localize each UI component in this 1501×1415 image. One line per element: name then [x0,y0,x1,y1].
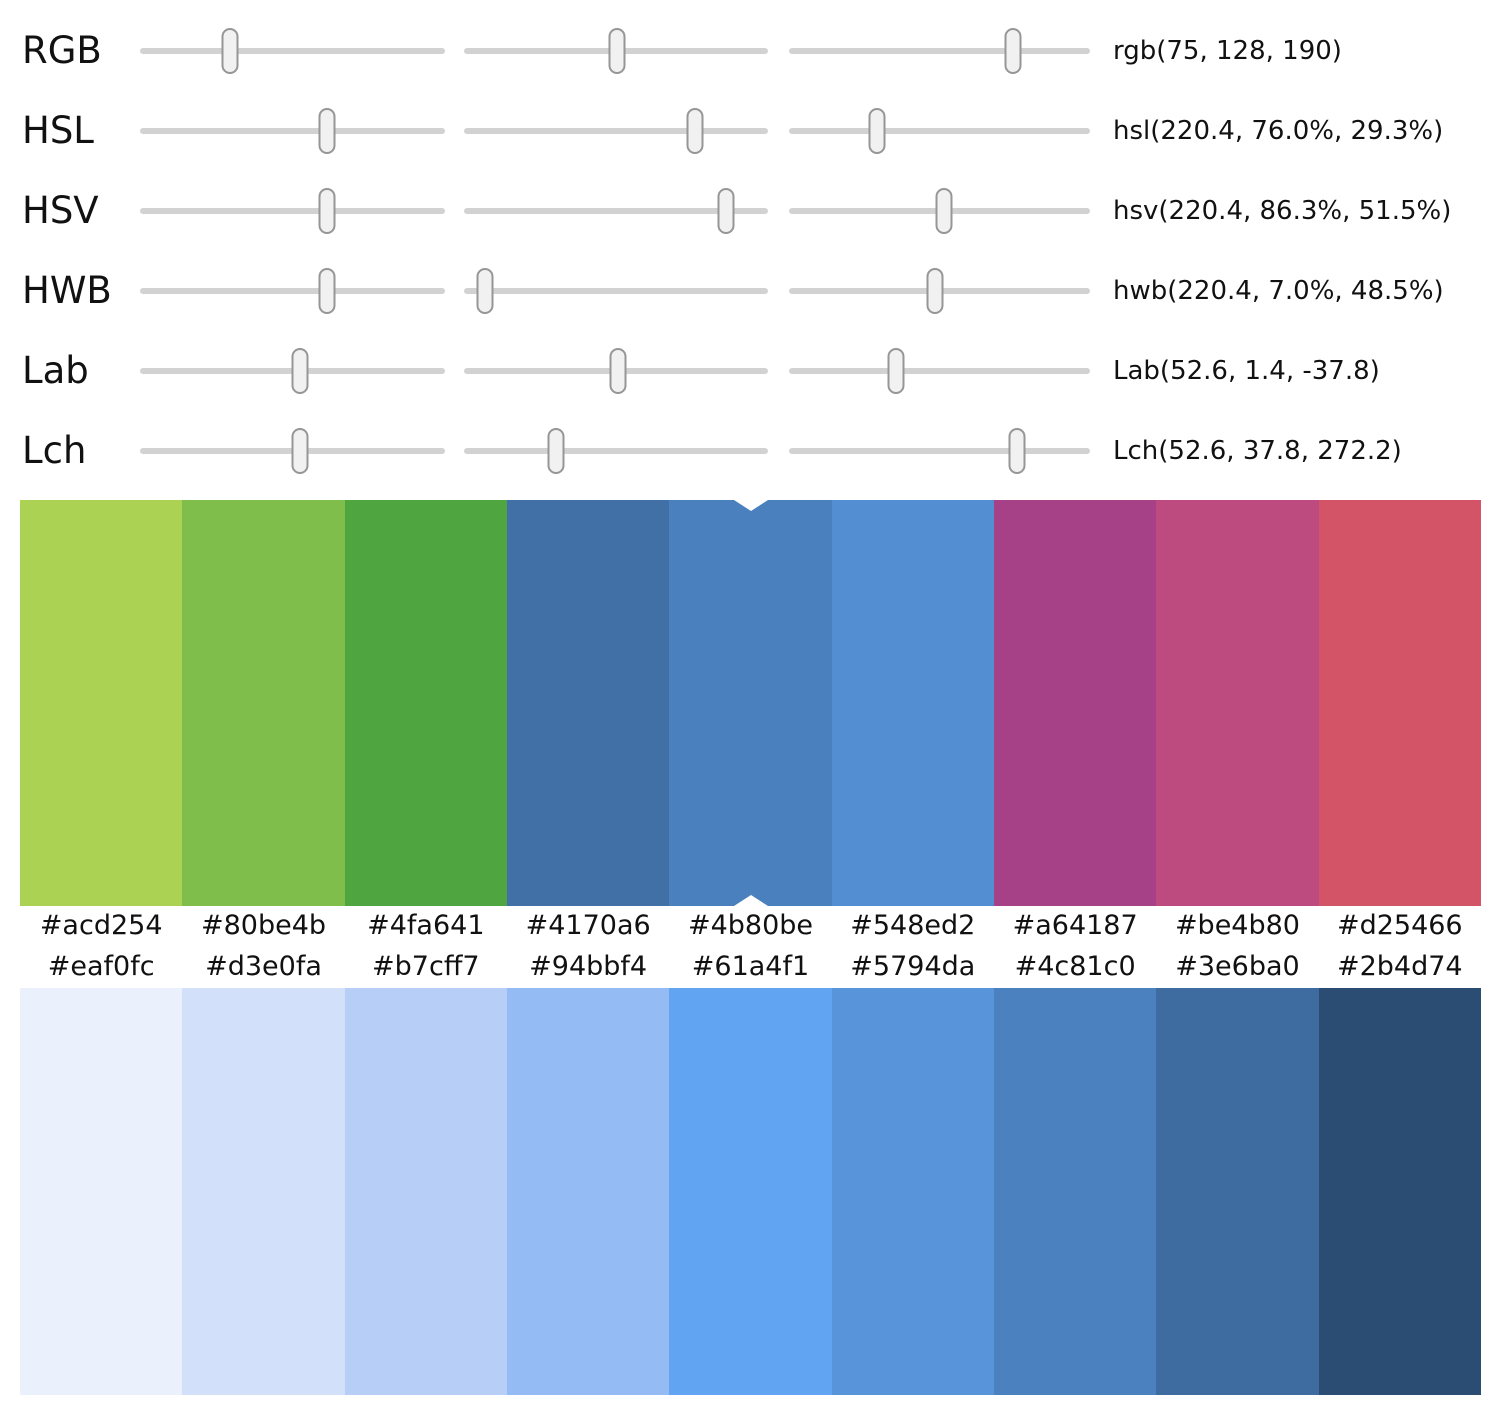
slider-thumb[interactable] [1008,428,1026,474]
hex-labels-top: #acd254 #80be4b #4fa641 #4170a6 #4b80be #548e… [20,906,1481,945]
slider-track[interactable] [140,268,445,314]
hex-label: #d3e0fa [205,951,322,982]
slider-thumb[interactable] [608,28,626,74]
hex-label: #2b4d74 [1336,951,1463,982]
slider-row-label: RGB [22,29,102,72]
slider-thumb[interactable] [926,268,944,314]
hex-label: #acd254 [39,910,163,941]
slider-track[interactable] [140,348,445,394]
slider-row-hsv: HSV hsv(220.4, 86.3%, 51.5%) [0,171,1501,251]
slider-thumb[interactable] [547,428,565,474]
slider-track[interactable] [789,268,1090,314]
slider-track[interactable] [140,28,445,74]
hex-label: #548ed2 [850,910,976,941]
slider-row-lab: Lab Lab(52.6, 1.4, -37.8) [0,331,1501,411]
slider-value-readout: Lch(52.6, 37.8, 272.2) [1113,436,1402,466]
palette-top-swatch-5[interactable] [831,500,994,906]
hex-label: #4fa641 [367,910,485,941]
hex-labels-bottom: #eaf0fc #d3e0fa #b7cff7 #94bbf4 #61a4f1 #5794… [20,945,1481,988]
slider-track[interactable] [789,348,1090,394]
slider-row-label: Lab [22,349,89,392]
slider-row-hwb: HWB hwb(220.4, 7.0%, 48.5%) [0,251,1501,331]
palette-bottom-swatch-5[interactable] [831,988,994,1395]
slider-value-readout: rgb(75, 128, 190) [1113,36,1342,66]
slider-track[interactable] [464,108,768,154]
slider-thumb[interactable] [686,108,704,154]
slider-row-label: HSV [22,189,99,232]
hex-label: #a64187 [1012,910,1138,941]
palette-top-swatch-6[interactable] [993,500,1157,906]
slider-track[interactable] [789,108,1090,154]
slider-thumb[interactable] [935,188,953,234]
slider-track[interactable] [789,28,1090,74]
slider-track[interactable] [464,348,768,394]
hex-label: #3e6ba0 [1175,951,1300,982]
palette-bottom-swatch-6[interactable] [993,988,1157,1395]
slider-row-label: Lch [22,429,87,472]
palette-top-swatch-4[interactable] [669,500,832,906]
hex-label: #d25466 [1336,910,1463,941]
palette-top-swatch-3[interactable] [506,500,670,906]
slider-value-readout: hsv(220.4, 86.3%, 51.5%) [1113,196,1452,226]
palette-bottom-swatch-4[interactable] [669,988,832,1395]
slider-thumb[interactable] [291,428,309,474]
slider-thumb[interactable] [291,348,309,394]
slider-thumb[interactable] [476,268,494,314]
slider-row-label: HWB [22,269,112,312]
slider-thumb[interactable] [318,188,336,234]
slider-value-readout: Lab(52.6, 1.4, -37.8) [1113,356,1380,386]
palette-bottom-swatch-7[interactable] [1156,988,1319,1395]
slider-value-readout: hsl(220.4, 76.0%, 29.3%) [1113,116,1444,146]
hex-label: #be4b80 [1174,910,1300,941]
palette-bottom-swatch-2[interactable] [344,988,507,1395]
slider-track[interactable] [140,188,445,234]
slider-thumb[interactable] [318,108,336,154]
slider-track[interactable] [464,28,768,74]
hex-label: #5794da [850,951,976,982]
slider-track[interactable] [140,108,445,154]
slider-thumb[interactable] [318,268,336,314]
slider-row-lch: Lch Lch(52.6, 37.8, 272.2) [0,411,1501,491]
hex-label: #4c81c0 [1014,951,1136,982]
slider-row-rgb: RGB rgb(75, 128, 190) [0,11,1501,91]
slider-track[interactable] [464,428,768,474]
slider-row-hsl: HSL hsl(220.4, 76.0%, 29.3%) [0,91,1501,171]
slider-row-label: HSL [22,109,94,152]
slider-thumb[interactable] [1004,28,1022,74]
hex-label: #4b80be [687,910,813,941]
palette-top [20,500,1481,906]
hex-label: #61a4f1 [691,951,810,982]
slider-track[interactable] [140,428,445,474]
palette-bottom-swatch-0[interactable] [20,988,183,1395]
palette-top-swatch-1[interactable] [182,500,345,906]
palette-bottom-swatch-3[interactable] [506,988,670,1395]
hex-label: #80be4b [200,910,327,941]
palette-bottom-swatch-1[interactable] [182,988,345,1395]
slider-thumb[interactable] [609,348,627,394]
slider-track[interactable] [464,188,768,234]
slider-thumb[interactable] [717,188,735,234]
slider-track[interactable] [789,188,1090,234]
palette-top-swatch-7[interactable] [1156,500,1319,906]
slider-thumb[interactable] [221,28,239,74]
slider-track[interactable] [464,268,768,314]
slider-thumb[interactable] [887,348,905,394]
slider-track[interactable] [789,428,1090,474]
palette-top-swatch-8[interactable] [1318,500,1481,906]
hex-label: #eaf0fc [47,951,155,982]
palette-top-swatch-0[interactable] [20,500,183,906]
slider-thumb[interactable] [868,108,886,154]
palette-top-swatch-2[interactable] [344,500,507,906]
palette-bottom-swatch-8[interactable] [1318,988,1481,1395]
hex-label: #4170a6 [525,910,651,941]
hex-label: #94bbf4 [529,951,648,982]
palette-bottom [20,988,1481,1395]
hex-label: #b7cff7 [372,951,480,982]
slider-value-readout: hwb(220.4, 7.0%, 48.5%) [1113,276,1444,306]
